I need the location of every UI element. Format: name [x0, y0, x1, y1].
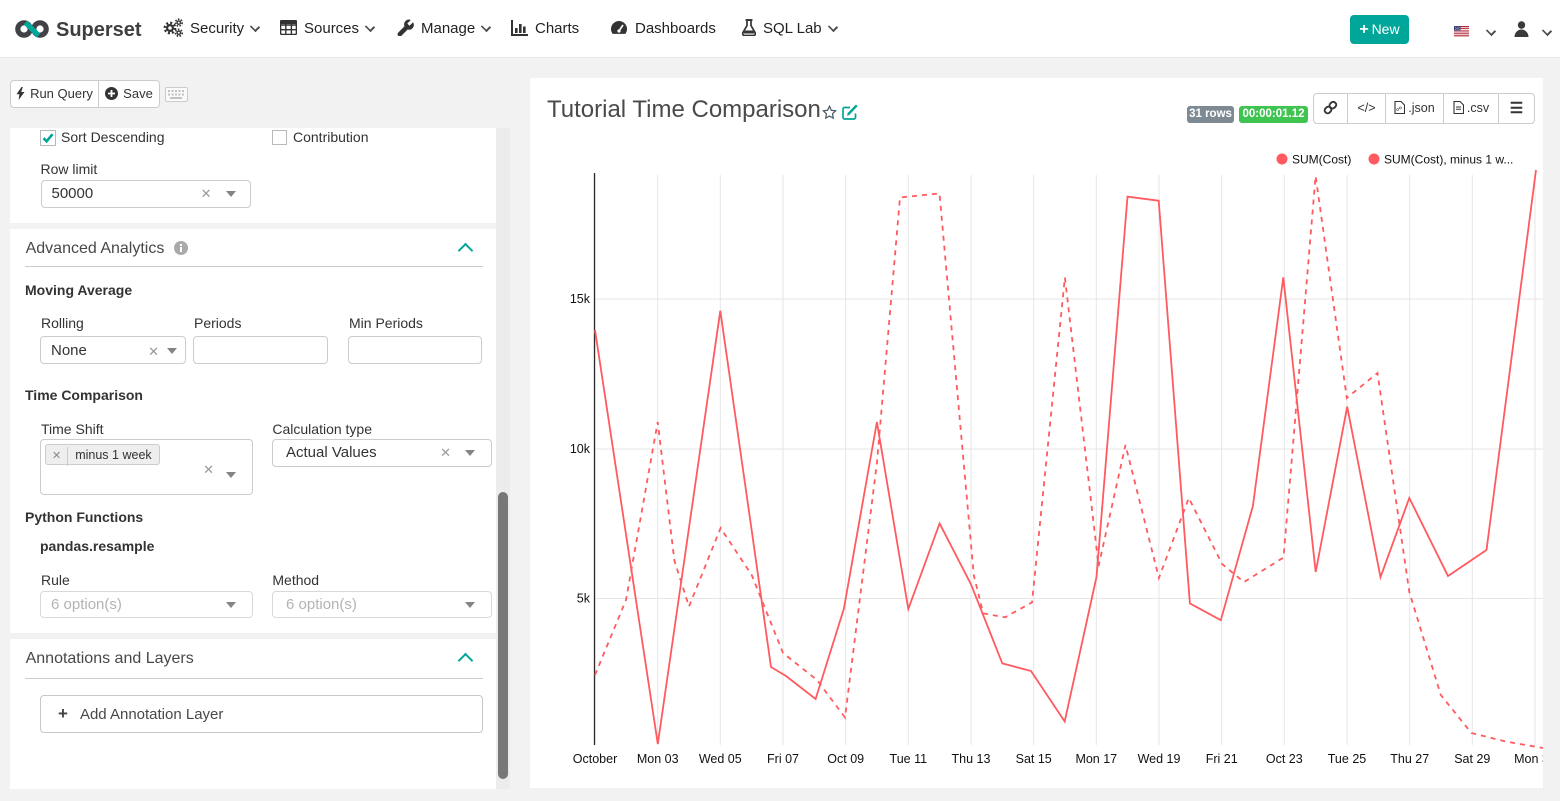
svg-text:Thu 13: Thu 13 — [952, 752, 991, 766]
svg-text:SUM(Cost): SUM(Cost) — [1292, 153, 1351, 167]
svg-text:Mon 31: Mon 31 — [1514, 752, 1543, 766]
svg-text:Sat 29: Sat 29 — [1454, 752, 1490, 766]
svg-text:SUM(Cost), minus 1 w...: SUM(Cost), minus 1 w... — [1384, 153, 1513, 167]
svg-text:Fri 07: Fri 07 — [767, 752, 799, 766]
svg-text:Tue 25: Tue 25 — [1328, 752, 1367, 766]
svg-text:Oct 09: Oct 09 — [827, 752, 864, 766]
svg-text:Wed 05: Wed 05 — [699, 752, 742, 766]
svg-text:October: October — [573, 752, 617, 766]
svg-text:Mon 17: Mon 17 — [1075, 752, 1117, 766]
svg-text:Thu 27: Thu 27 — [1390, 752, 1429, 766]
svg-text:Sat 15: Sat 15 — [1016, 752, 1052, 766]
svg-text:Oct 23: Oct 23 — [1266, 752, 1303, 766]
svg-text:☍: ☍ — [1396, 106, 1402, 113]
svg-text:Wed 19: Wed 19 — [1138, 752, 1181, 766]
svg-text:15k: 15k — [570, 292, 591, 306]
svg-text:5k: 5k — [577, 592, 591, 606]
svg-text:Tue 11: Tue 11 — [890, 752, 928, 766]
svg-text:10k: 10k — [570, 442, 591, 456]
svg-text:Fri 21: Fri 21 — [1206, 752, 1238, 766]
svg-text:Mon 03: Mon 03 — [637, 752, 679, 766]
